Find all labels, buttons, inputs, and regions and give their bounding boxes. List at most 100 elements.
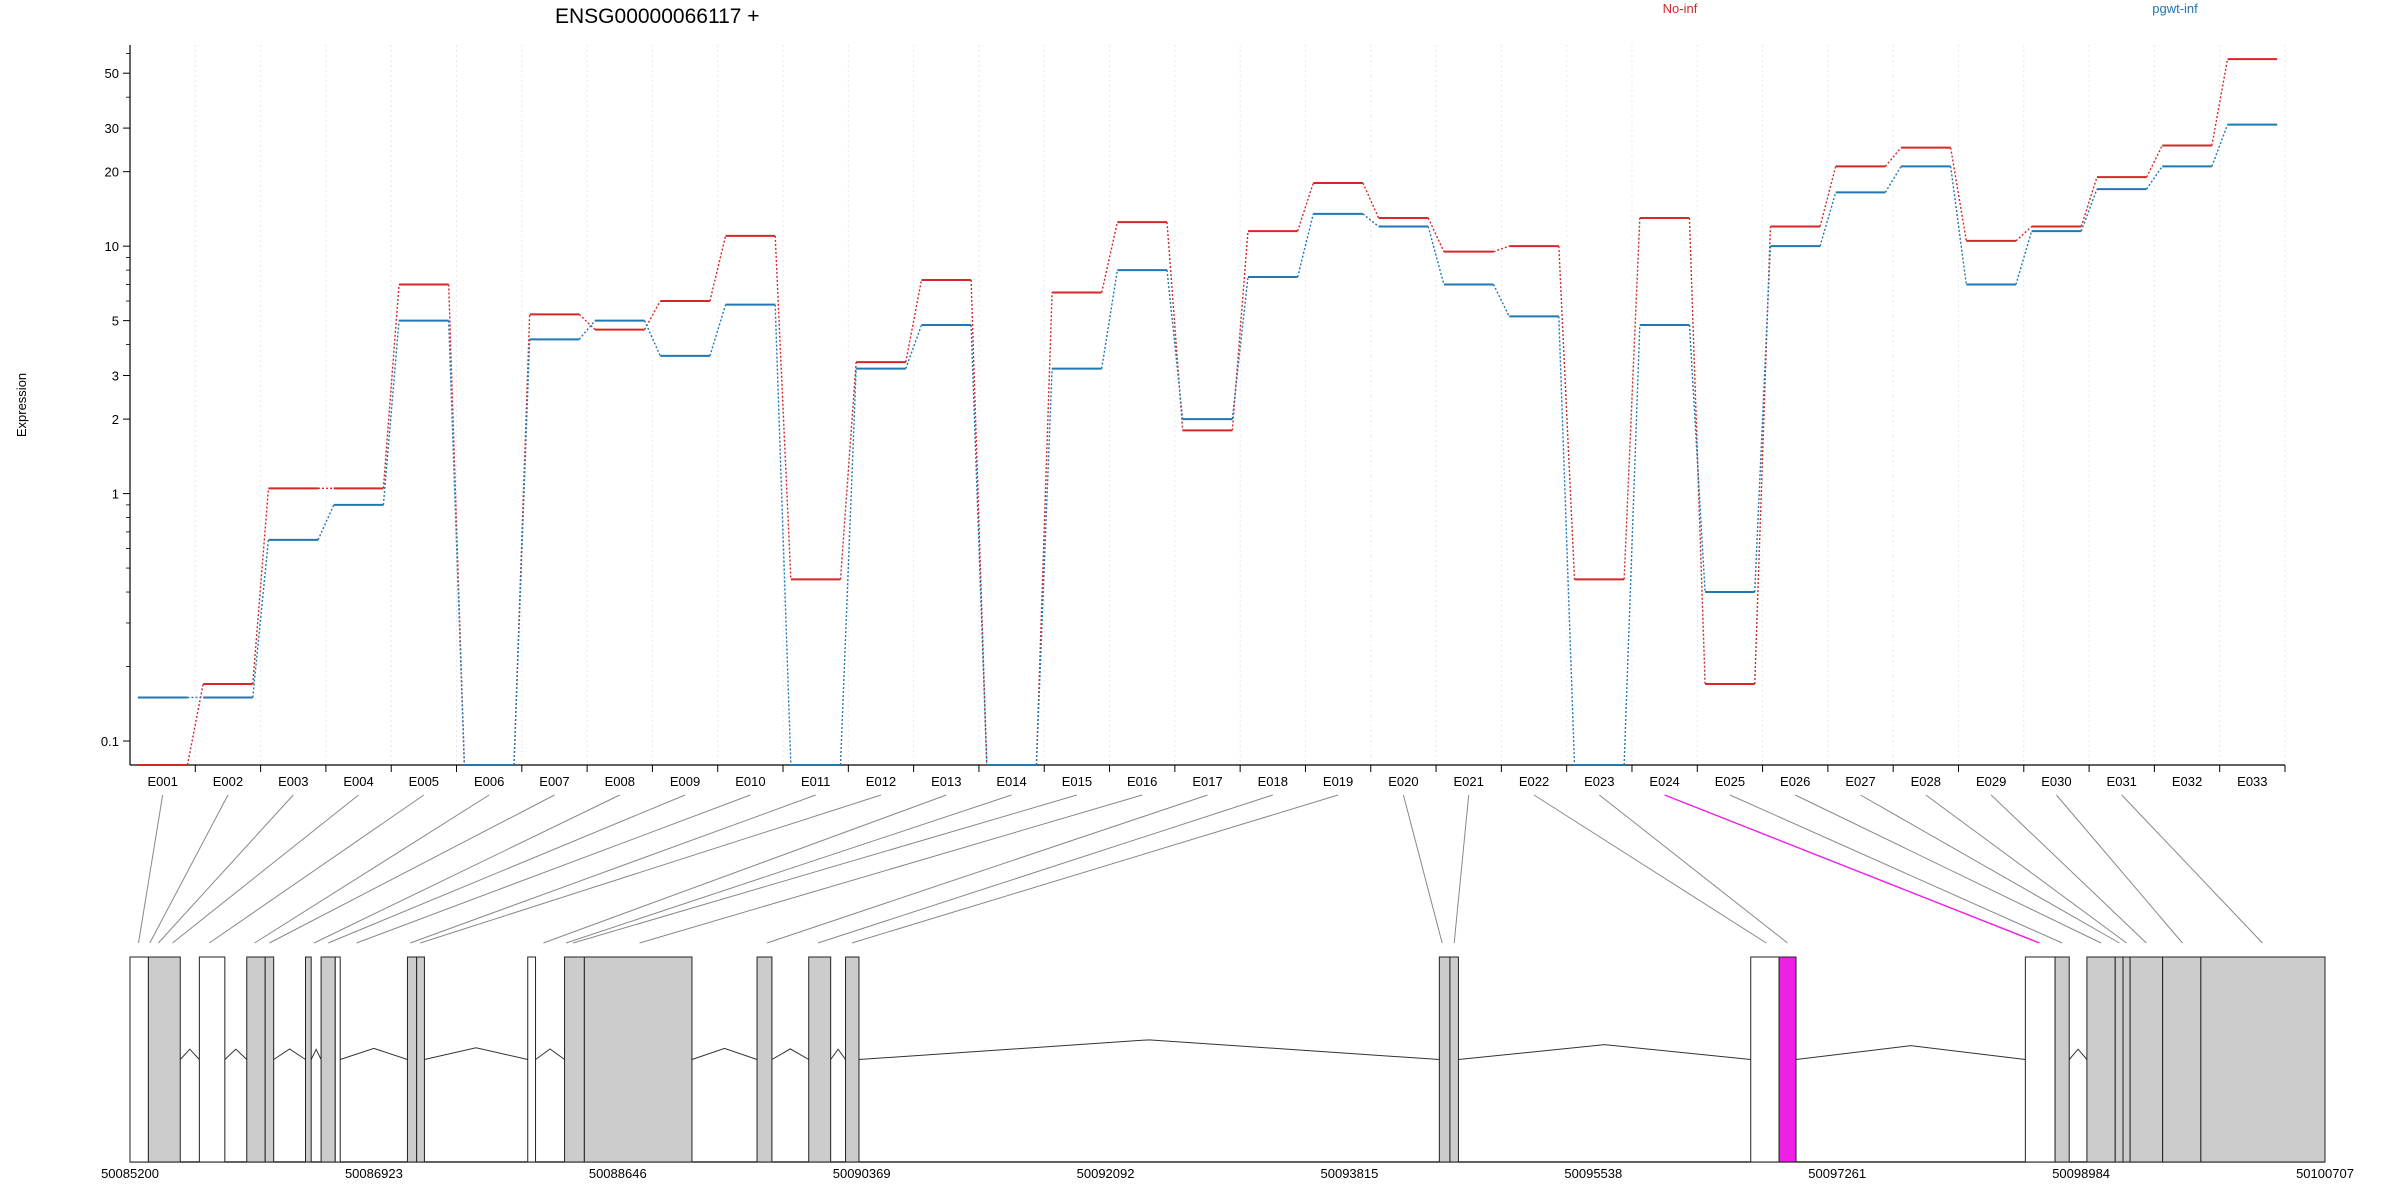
x-tick-label-e023: E023 <box>1584 774 1614 789</box>
x-tick-label-e008: E008 <box>605 774 635 789</box>
series-1-connector <box>382 320 400 505</box>
intron-line <box>691 1047 758 1060</box>
series-0-connector <box>2015 226 2033 242</box>
exon-link-e015 <box>572 794 1078 944</box>
x-tick-label-e013: E013 <box>931 774 961 789</box>
y-tick-label: 5 <box>112 314 119 329</box>
genomic-coordinate-label: 50093815 <box>1321 1166 1379 1181</box>
series-1-connector <box>1688 324 1706 593</box>
exon-link-e016 <box>639 794 1143 944</box>
y-tick-label: 3 <box>112 369 119 384</box>
exon-link-e007 <box>269 794 555 944</box>
x-tick-label-e027: E027 <box>1845 774 1875 789</box>
series-1-connector <box>513 339 531 766</box>
exon-block <box>845 956 860 1163</box>
series-0-connector <box>1296 182 1314 232</box>
x-tick-label-e020: E020 <box>1388 774 1418 789</box>
exon-link-e031 <box>2121 794 2263 944</box>
exon-block <box>1778 956 1797 1163</box>
series-0-connector <box>1231 231 1249 431</box>
series-0-connector <box>1493 245 1510 253</box>
gene-model: 50085200 50086923 50088646 50090369 50092092… <box>101 956 2354 1181</box>
exon-link-e018 <box>817 794 1273 944</box>
series-1-connector <box>2080 188 2098 232</box>
series-0-connector <box>1688 217 1706 685</box>
x-tick-label-e028: E028 <box>1911 774 1941 789</box>
series-0-connector <box>970 279 988 766</box>
exon-block <box>564 956 585 1163</box>
series-1-connector <box>1231 276 1249 420</box>
genomic-coordinate-label: 50098984 <box>2052 1166 2110 1181</box>
series-0-connector <box>774 235 792 580</box>
series-0-connector <box>2211 58 2229 146</box>
exon-block <box>2129 956 2164 1163</box>
series-1-connector <box>1819 192 1837 247</box>
intron-line <box>771 1048 809 1060</box>
series-1-connector <box>709 304 727 357</box>
series-1-connector <box>643 320 661 357</box>
series-0-connector <box>905 279 923 363</box>
intron-line <box>535 1048 565 1060</box>
exon-link-e003 <box>157 794 294 944</box>
series-1-connector <box>1754 246 1772 593</box>
exon-link-e026 <box>1795 794 2102 944</box>
intron-line <box>273 1048 306 1060</box>
series-1-connector <box>1492 284 1510 317</box>
exon-block <box>1449 956 1459 1163</box>
exon-block <box>147 956 181 1163</box>
x-tick-label-e012: E012 <box>866 774 896 789</box>
y-tick-label: 1 <box>112 487 119 502</box>
series-0-connector <box>2080 176 2098 227</box>
x-tick-label-e006: E006 <box>474 774 504 789</box>
genomic-coordinate-label: 50100707 <box>2296 1166 2354 1181</box>
x-tick-label-e019: E019 <box>1323 774 1353 789</box>
intron-line <box>830 1048 846 1060</box>
y-tick-label: 2 <box>112 412 119 427</box>
exon-block <box>2200 956 2326 1163</box>
exon-block <box>2114 956 2124 1163</box>
series-1-connector <box>578 320 596 340</box>
exon-link-e017 <box>766 794 1208 944</box>
y-tick-label: 10 <box>105 239 119 254</box>
x-tick-label-e026: E026 <box>1780 774 1810 789</box>
series-1-connector <box>2211 124 2229 167</box>
x-tick-label-e016: E016 <box>1127 774 1157 789</box>
exon-block <box>264 956 275 1163</box>
exon-link-e021 <box>1453 794 1470 944</box>
axes: 0.1 1 2 3 5 10 20 30 50 E001 E002 E003 E004 E005 E006 E… <box>101 45 2286 789</box>
exon-link-e005 <box>208 794 425 944</box>
exon-link-e022 <box>1533 794 1767 944</box>
exon-block <box>305 956 312 1163</box>
exon-link-e011 <box>410 794 816 944</box>
y-axis-label: Expression <box>14 373 29 437</box>
exon-link-e009 <box>327 794 686 944</box>
x-tick-label-e003: E003 <box>278 774 308 789</box>
series-1-connector <box>1296 213 1314 278</box>
x-tick-label-e002: E002 <box>213 774 243 789</box>
x-tick-label-e032: E032 <box>2172 774 2202 789</box>
exon-link-e027 <box>1860 794 2120 944</box>
intron-line <box>310 1048 322 1060</box>
exon-block <box>1438 956 1451 1163</box>
exon-link-e008 <box>313 794 620 944</box>
exon-link-e030 <box>2056 794 2183 944</box>
series-1-connector <box>1558 316 1576 766</box>
exon-link-e029 <box>1990 794 2147 944</box>
exon-block <box>2054 956 2070 1163</box>
exon-block <box>756 956 773 1163</box>
intron-line <box>224 1048 248 1060</box>
exon-link-e020 <box>1402 794 1443 944</box>
series-1-connector <box>2015 230 2033 285</box>
x-tick-label-e021: E021 <box>1454 774 1484 789</box>
exon-block <box>129 956 149 1163</box>
exon-link-e019 <box>851 794 1339 944</box>
x-grid <box>194 45 2286 765</box>
exon-link-e014 <box>565 794 1012 944</box>
exon-block <box>334 956 341 1163</box>
genomic-coordinate-label: 50090369 <box>833 1166 891 1181</box>
exon-link-e006 <box>254 794 490 944</box>
x-tick-label-e017: E017 <box>1192 774 1222 789</box>
x-tick-label-e033: E033 <box>2237 774 2267 789</box>
x-tick-label-e031: E031 <box>2107 774 2137 789</box>
y-tick-label: 0.1 <box>101 734 119 749</box>
